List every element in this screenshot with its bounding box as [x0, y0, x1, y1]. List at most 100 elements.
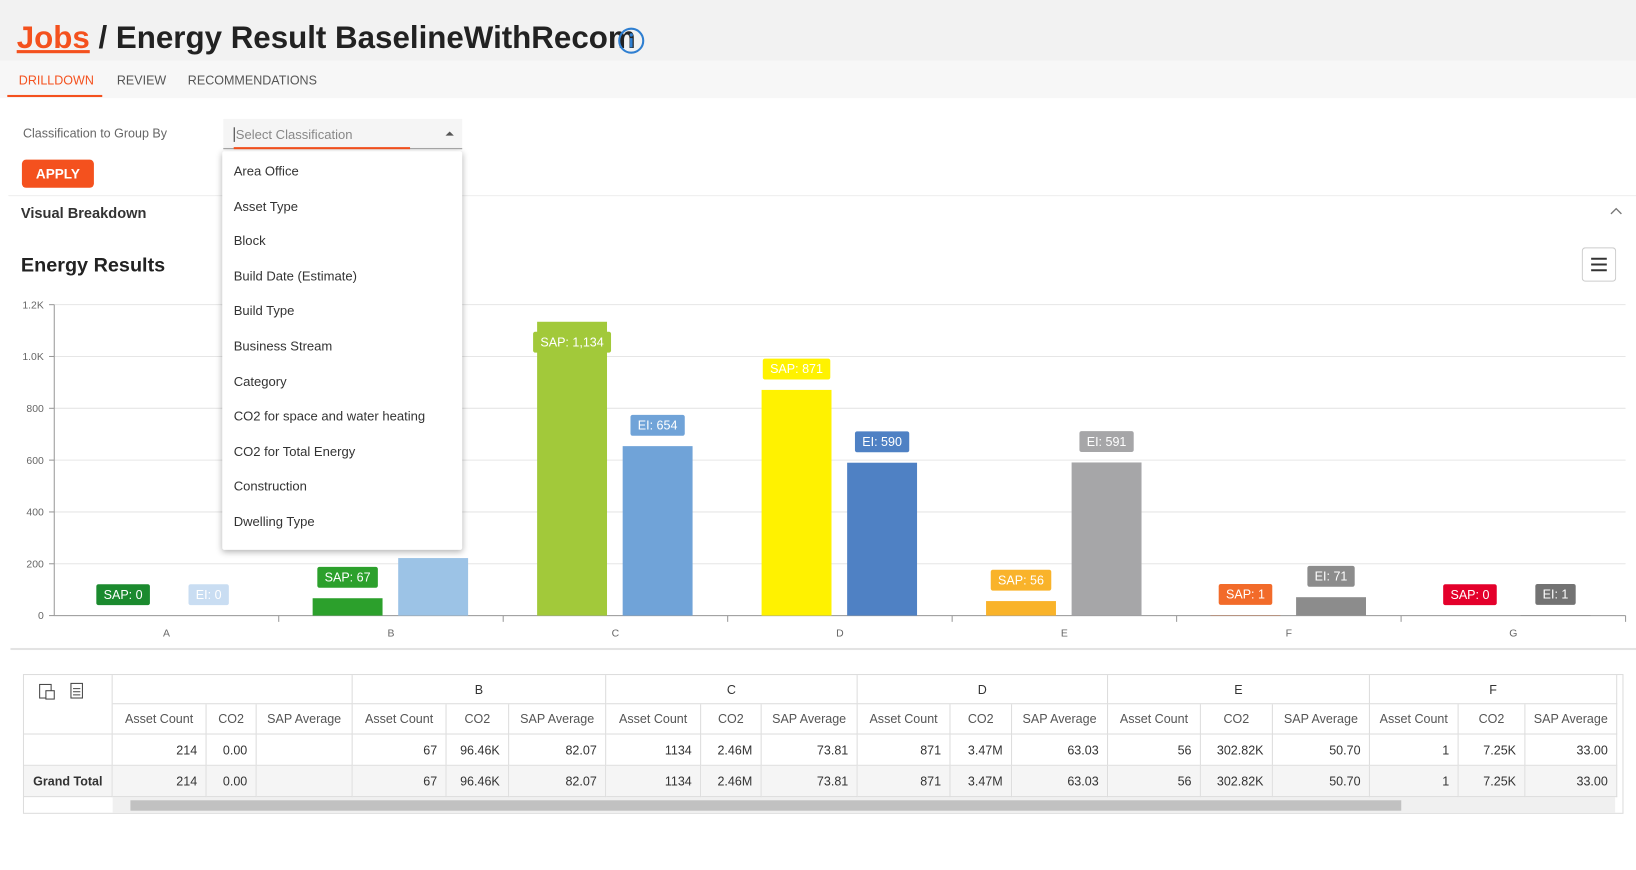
dropdown-option[interactable]: Construction	[233, 479, 307, 494]
data-label: SAP: 0	[104, 588, 143, 602]
scrollbar[interactable]	[112, 797, 1616, 813]
data-label-box	[188, 584, 229, 606]
dropdown-option[interactable]: Category	[233, 374, 287, 389]
info-icon[interactable]	[617, 26, 646, 55]
chart-menu[interactable]	[1581, 247, 1617, 282]
data-label: EI: 71	[1315, 569, 1348, 583]
bar	[1296, 597, 1366, 616]
column-header: CO2	[950, 704, 1013, 735]
column-header: CO2	[1458, 704, 1526, 735]
dropdown-option[interactable]: Asset Type	[233, 198, 298, 214]
table-cell: 1134	[606, 765, 702, 798]
x-tick-label: B	[387, 628, 394, 639]
data-label-box	[854, 431, 910, 453]
bar	[312, 598, 383, 616]
table-cell: 0.00	[206, 765, 257, 798]
column-header: CO2	[446, 704, 510, 735]
collapse-icon[interactable]	[1610, 207, 1623, 216]
table-cell: 56	[1108, 734, 1201, 766]
dropdown-option[interactable]: Business Stream	[233, 339, 333, 354]
table-cell: 96.46K	[446, 765, 510, 798]
column-header: SAP Average	[1525, 704, 1618, 735]
table-cell: 871	[857, 734, 951, 766]
y-tick-label: 800	[26, 404, 44, 415]
column-header: Asset Count	[857, 704, 951, 735]
table-cell: 2.46M	[701, 734, 762, 766]
table-cell: 82.07	[509, 734, 607, 766]
table-cell: 302.82K	[1200, 734, 1273, 766]
jobs-link[interactable]: Jobs	[16, 20, 90, 56]
group-header: B	[352, 675, 607, 705]
table-cell: 1134	[606, 734, 702, 766]
x-tick-label: C	[612, 628, 620, 639]
column-header: Asset Count	[1108, 704, 1201, 735]
x-tick-label: A	[163, 628, 170, 639]
tab[interactable]: REVIEW	[116, 73, 167, 88]
x-tick-label: E	[1061, 628, 1068, 639]
tab[interactable]: RECOMMENDATIONS	[187, 73, 317, 88]
divider	[8, 195, 1636, 197]
data-label-box	[762, 358, 831, 380]
group-header: F	[1369, 675, 1618, 705]
tab[interactable]: DRILLDOWN	[18, 73, 94, 88]
data-label-box	[1535, 584, 1576, 605]
apply-button[interactable]: APPLY	[21, 159, 94, 188]
dropdown-menu: Area Office Asset Type Block Build Date (Es…	[222, 151, 463, 550]
column-header: SAP Average	[1272, 704, 1370, 735]
focus-line	[233, 147, 411, 150]
dropdown-option[interactable]: Block	[233, 233, 266, 249]
table-cell: 871	[857, 765, 951, 798]
section-title: Visual Breakdown	[20, 204, 147, 222]
column-header: SAP Average	[761, 704, 858, 735]
header-bar	[0, 0, 1636, 61]
data-label-box	[1079, 431, 1134, 453]
table-cell: 96.46K	[446, 734, 510, 766]
table-cell: 33.00	[1525, 734, 1618, 766]
bar	[1071, 462, 1142, 616]
table-cell: 67	[352, 734, 447, 766]
dropdown-option[interactable]: CO2 for Total Energy	[233, 444, 356, 459]
bar	[986, 601, 1056, 616]
table-cell: 67	[352, 765, 447, 798]
pivot-table: B C D E F Asset Count CO2 SAP Average Asset Coun…	[22, 674, 1624, 814]
table-cell: 82.07	[509, 765, 607, 798]
table-cell: 73.81	[761, 765, 858, 798]
page-title: Jobs / Energy Result BaselineWithRecom	[17, 21, 636, 56]
table-cell: 214	[112, 765, 207, 798]
table-cell: 63.03	[1012, 734, 1109, 766]
table-cell: 3.47M	[950, 765, 1013, 798]
y-tick-label: 600	[26, 456, 44, 467]
bar	[761, 389, 832, 616]
group-header: C	[606, 675, 858, 705]
column-header: SAP Average	[509, 704, 607, 735]
column-header: Asset Count	[1369, 704, 1459, 735]
column-header: SAP Average	[1012, 704, 1109, 735]
dropdown-option[interactable]: CO2 for space and water heating	[233, 409, 426, 424]
bar	[537, 321, 608, 616]
group-header: E	[1108, 675, 1370, 705]
dropdown-option[interactable]: Build Date (Estimate)	[233, 268, 357, 284]
table-cell: 7.25K	[1458, 765, 1526, 798]
table-icons[interactable]	[39, 682, 102, 701]
dropdown-option[interactable]: Build Type	[233, 304, 295, 319]
table-cell: 1	[1369, 765, 1459, 798]
data-label-box	[1443, 584, 1497, 606]
dropdown-option[interactable]: Dwelling Type	[233, 514, 315, 529]
table-cell	[256, 734, 353, 766]
data-label: EI: 591	[1087, 435, 1127, 449]
y-tick-label: 0	[38, 611, 44, 622]
table-cell	[256, 765, 353, 798]
table-cell: 1	[1369, 734, 1459, 766]
dropdown-option[interactable]: Area Office	[233, 163, 299, 179]
table-cell: 0.00	[206, 734, 257, 766]
data-label: EI: 654	[638, 418, 678, 432]
select[interactable]: Select Classification	[223, 118, 463, 150]
x-tick-label: F	[1286, 628, 1292, 639]
table-cell: 33.00	[1525, 765, 1618, 798]
scroll-thumb[interactable]	[130, 800, 1402, 811]
table-cell	[112, 675, 353, 705]
column-header: SAP Average	[256, 704, 353, 735]
data-label-box	[1307, 565, 1355, 587]
column-header: CO2	[206, 704, 257, 735]
